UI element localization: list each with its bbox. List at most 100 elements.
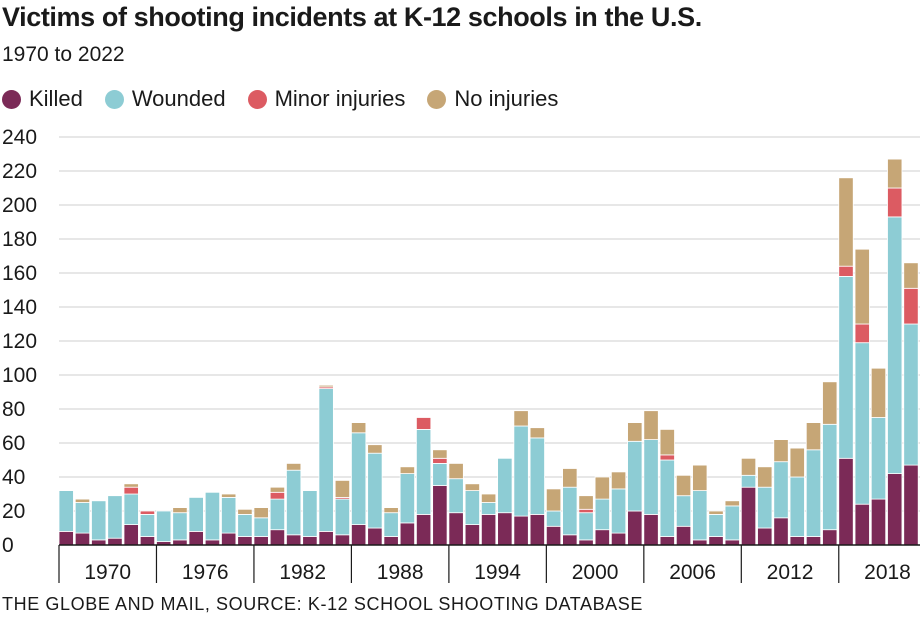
- bar-killed-2014: [773, 517, 789, 546]
- bar-minor-injuries-1975: [139, 510, 156, 515]
- bar-no-injuries-1998: [513, 410, 529, 427]
- bar-minor-injuries-1992: [415, 417, 432, 430]
- bar-killed-1996: [480, 514, 497, 546]
- bar-no-injuries-2011: [724, 500, 740, 507]
- y-tick-label: 0: [2, 534, 14, 557]
- bar-wounded-2001: [562, 486, 578, 536]
- bar-wounded-2010: [708, 514, 724, 537]
- bar-wounded-2005: [627, 440, 643, 512]
- bar-wounded-1971: [74, 502, 91, 534]
- bar-no-injuries-1994: [448, 462, 464, 480]
- bar-no-injuries-1981: [237, 508, 253, 515]
- bar-killed-1990: [383, 536, 399, 546]
- bar-no-injuries-1995: [464, 483, 480, 491]
- bar-no-injuries-2003: [594, 476, 610, 500]
- bar-wounded-1996: [480, 502, 497, 515]
- y-tick-label: 100: [2, 364, 37, 387]
- bar-killed-1988: [351, 524, 367, 546]
- bar-no-injuries-2017: [822, 381, 838, 425]
- bar-wounded-1989: [367, 452, 383, 529]
- bar-wounded-2012: [740, 474, 757, 488]
- bar-no-injuries-2004: [610, 471, 627, 490]
- bar-wounded-2017: [822, 423, 838, 531]
- bar-killed-2013: [757, 527, 773, 546]
- bar-wounded-1992: [415, 428, 432, 515]
- bar-wounded-2003: [594, 498, 610, 531]
- bar-killed-2019: [854, 503, 870, 546]
- bar-no-injuries-1971: [74, 498, 91, 503]
- bar-killed-1973: [107, 537, 123, 546]
- bar-killed-1970: [58, 531, 74, 546]
- bar-no-injuries-2007: [659, 428, 675, 456]
- bar-no-injuries-1982: [253, 507, 269, 519]
- bar-minor-injuries-1993: [432, 457, 448, 464]
- bar-killed-2003: [594, 529, 610, 546]
- x-tick-label: 2012: [767, 561, 814, 584]
- bar-wounded-2022: [903, 323, 919, 466]
- bar-no-injuries-1989: [367, 444, 383, 454]
- y-tick-label: 40: [2, 466, 25, 489]
- y-tick-label: 60: [2, 432, 25, 455]
- legend-swatch-minor-injuries: [247, 89, 267, 109]
- bar-wounded-1987: [334, 498, 351, 536]
- y-tick-label: 140: [2, 296, 37, 319]
- bar-no-injuries-2010: [708, 510, 724, 515]
- legend-item-killed: Killed: [2, 86, 83, 112]
- bar-killed-2005: [627, 510, 643, 546]
- bar-wounded-1976: [156, 510, 172, 543]
- bar-no-injuries-1993: [432, 449, 448, 459]
- bar-wounded-2009: [692, 490, 708, 541]
- bar-killed-2010: [708, 536, 724, 546]
- bar-no-injuries-2001: [562, 468, 578, 488]
- bar-minor-injuries-2007: [659, 454, 675, 461]
- x-tick-label: 1970: [84, 561, 131, 584]
- bar-no-injuries-2018: [838, 177, 854, 267]
- bar-no-injuries-1991: [399, 466, 415, 474]
- bar-no-injuries-1977: [172, 507, 188, 514]
- bar-wounded-2004: [610, 488, 627, 534]
- bar-no-injuries-2021: [887, 158, 903, 189]
- bar-no-injuries-2015: [789, 447, 805, 478]
- bar-wounded-1977: [172, 512, 188, 541]
- bar-wounded-1980: [221, 496, 237, 534]
- legend: Killed Wounded Minor injuries No injurie…: [2, 86, 580, 112]
- bar-wounded-1973: [107, 495, 123, 539]
- bar-no-injuries-1990: [383, 507, 399, 514]
- bar-wounded-2002: [578, 512, 594, 541]
- bar-killed-1991: [399, 522, 415, 546]
- bar-killed-1985: [302, 536, 318, 546]
- bar-killed-2000: [545, 525, 562, 546]
- x-tick-label: 1994: [474, 561, 521, 584]
- y-tick-label: 20: [2, 500, 25, 523]
- y-tick-label: 200: [2, 194, 37, 217]
- x-tick-label: 2018: [864, 561, 911, 584]
- chart-title: Victims of shooting incidents at K-12 sc…: [2, 2, 702, 32]
- bar-wounded-2013: [757, 486, 773, 529]
- y-tick-label: 80: [2, 398, 25, 421]
- bar-wounded-2014: [773, 461, 789, 519]
- bar-minor-injuries-2019: [854, 323, 870, 344]
- bar-no-injuries-2009: [692, 464, 708, 492]
- bar-wounded-2000: [545, 510, 562, 527]
- y-tick-label: 180: [2, 228, 37, 251]
- legend-label-wounded: Wounded: [131, 86, 226, 111]
- bar-killed-1981: [237, 536, 253, 546]
- x-tick-label: 1982: [279, 561, 326, 584]
- bar-wounded-1972: [91, 500, 107, 541]
- bar-killed-2012: [740, 486, 757, 546]
- bar-no-injuries-1980: [221, 493, 237, 498]
- bar-wounded-2011: [724, 505, 740, 541]
- legend-item-minor-injuries: Minor injuries: [247, 86, 405, 112]
- bar-wounded-2019: [854, 342, 870, 505]
- bar-killed-2004: [610, 532, 627, 546]
- y-tick-label: 120: [2, 330, 37, 353]
- bar-wounded-2015: [789, 476, 805, 537]
- bar-no-injuries-2019: [854, 248, 870, 325]
- bar-wounded-1993: [432, 462, 448, 486]
- bar-killed-1980: [221, 532, 237, 546]
- bar-wounded-1983: [269, 498, 286, 531]
- bar-killed-2018: [838, 457, 854, 546]
- bar-killed-2006: [643, 514, 659, 546]
- bar-wounded-2016: [805, 449, 822, 537]
- bar-wounded-1975: [139, 514, 156, 537]
